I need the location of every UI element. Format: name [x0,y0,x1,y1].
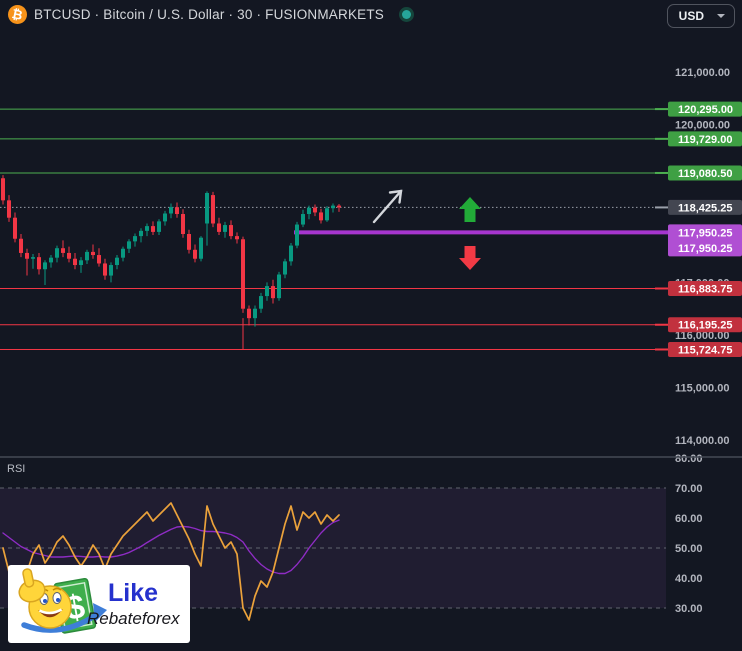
trend-arrow-drawing[interactable] [372,189,403,224]
bitcoin-icon: ₿ [8,5,27,24]
svg-text:117,950.25: 117,950.25 [678,243,732,255]
svg-text:117,950.25: 117,950.25 [678,227,732,239]
svg-text:50.00: 50.00 [675,543,703,555]
svg-text:120,295.00: 120,295.00 [678,104,733,116]
swoosh-arrow-icon [21,603,107,633]
symbol-legend[interactable]: ₿ BTCUSD · Bitcoin / U.S. Dollar · 30 · … [8,5,415,24]
rsi-dashed-gridlines [0,487,666,609]
svg-text:80.00: 80.00 [675,453,703,465]
rsi-ma-line[interactable] [2,519,340,575]
thumbs-up-hand-icon [18,568,46,603]
up-arrow-drawing[interactable] [459,197,481,222]
currency-selector[interactable]: USD [666,4,735,28]
watermark-logo: $ Li [8,565,190,643]
svg-text:115,000.00: 115,000.00 [675,383,729,395]
svg-text:120,000.00: 120,000.00 [675,120,730,132]
price-axis-labels: 120,295.00 119,729.00 119,080.50 118,425.25… [655,101,742,357]
down-arrow-drawing[interactable] [459,246,481,270]
svg-text:119,080.50: 119,080.50 [678,168,732,180]
price-level-lines[interactable] [0,108,668,350]
watermark-rebateforex-text: Rebateforex [87,609,180,628]
candles [1,175,341,327]
svg-text:121,000.00: 121,000.00 [675,67,730,79]
svg-text:115,724.75: 115,724.75 [678,344,732,356]
svg-text:119,729.00: 119,729.00 [678,134,732,146]
svg-text:60.00: 60.00 [675,513,703,525]
svg-text:30.00: 30.00 [675,603,703,615]
svg-text:114,000.00: 114,000.00 [675,435,729,447]
svg-text:116,000.00: 116,000.00 [675,330,729,342]
market-open-dot [402,10,412,19]
rsi-indicator-label[interactable]: RSI [7,463,26,475]
market-status-icon[interactable] [399,7,415,22]
chevron-down-icon [717,14,725,18]
price-axis[interactable]: 121,000.00120,000.00117,000.00116,000.00… [675,67,730,615]
symbol-title[interactable]: BTCUSD · Bitcoin / U.S. Dollar · 30 · FU… [34,7,385,22]
svg-text:70.00: 70.00 [675,483,703,495]
svg-text:40.00: 40.00 [675,573,703,585]
currency-label: USD [678,9,704,23]
rsi-line[interactable] [2,502,340,621]
thumbs-up-emoji-icon: $ [18,568,107,634]
svg-text:116,883.75: 116,883.75 [678,284,732,296]
svg-text:118,425.25: 118,425.25 [678,202,732,214]
svg-text:116,195.25: 116,195.25 [678,320,732,332]
watermark-like-text: Like [108,579,159,607]
